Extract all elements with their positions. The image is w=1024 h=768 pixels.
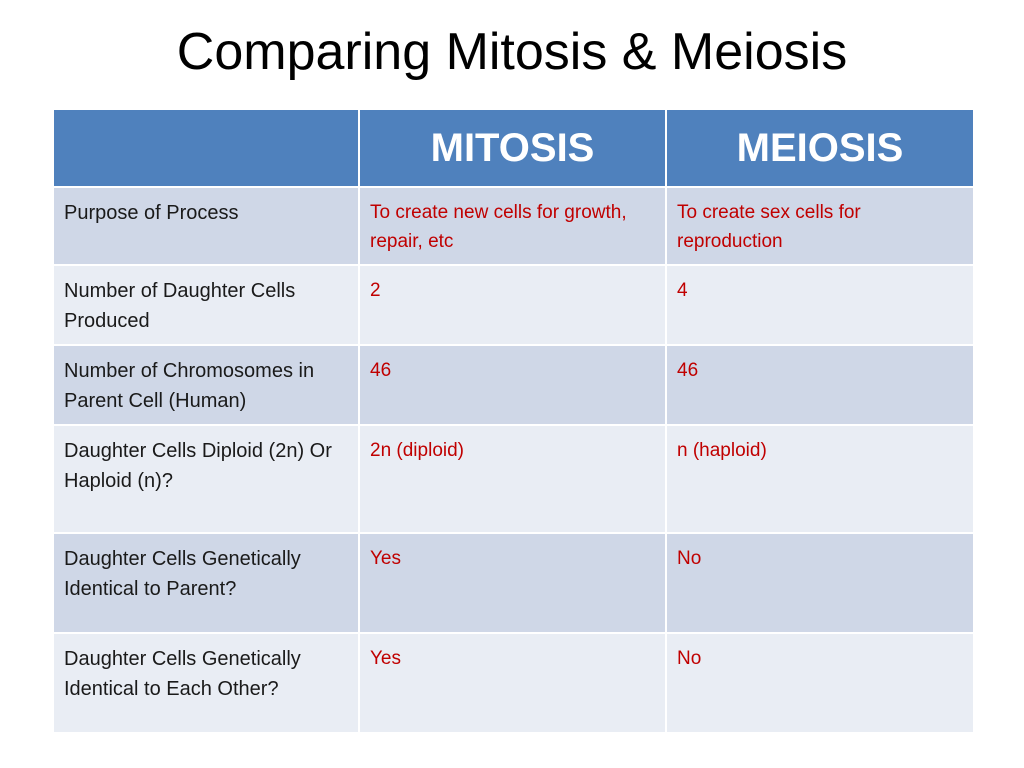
table-header-row: MITOSIS MEIOSIS xyxy=(52,108,975,188)
mitosis-value: To create new cells for growth, repair, … xyxy=(370,202,627,252)
row-label: Daughter Cells Genetically Identical to … xyxy=(64,548,301,600)
meiosis-cell: No xyxy=(665,632,975,734)
table-row: Number of Chromosomes in Parent Cell (Hu… xyxy=(52,344,975,426)
header-meiosis: MEIOSIS xyxy=(665,108,975,188)
mitosis-cell: Yes xyxy=(358,532,667,634)
header-mitosis: MITOSIS xyxy=(358,108,667,188)
row-label: Daughter Cells Diploid (2n) Or Haploid (… xyxy=(64,440,332,492)
mitosis-cell: 46 xyxy=(358,344,667,426)
row-label-cell: Daughter Cells Genetically Identical to … xyxy=(52,632,360,734)
mitosis-cell: Yes xyxy=(358,632,667,734)
table-row: Purpose of Process To create new cells f… xyxy=(52,186,975,266)
row-label: Purpose of Process xyxy=(64,202,239,224)
row-label: Number of Chromosomes in Parent Cell (Hu… xyxy=(64,360,315,412)
meiosis-value: n (haploid) xyxy=(677,440,767,461)
table-row: Daughter Cells Genetically Identical to … xyxy=(52,532,975,634)
header-corner-cell xyxy=(52,108,360,188)
meiosis-value: 4 xyxy=(677,280,688,301)
row-label-cell: Purpose of Process xyxy=(52,186,360,266)
row-label-cell: Daughter Cells Genetically Identical to … xyxy=(52,532,360,634)
table-row: Number of Daughter Cells Produced 2 4 xyxy=(52,264,975,346)
mitosis-value: Yes xyxy=(370,548,401,569)
meiosis-cell: n (haploid) xyxy=(665,424,975,534)
mitosis-value: 46 xyxy=(370,360,392,381)
row-label: Daughter Cells Genetically Identical to … xyxy=(64,648,301,700)
row-label-cell: Number of Chromosomes in Parent Cell (Hu… xyxy=(52,344,360,426)
row-label-cell: Number of Daughter Cells Produced xyxy=(52,264,360,346)
meiosis-value: No xyxy=(677,548,702,569)
table-row: Daughter Cells Genetically Identical to … xyxy=(52,632,975,734)
meiosis-cell: No xyxy=(665,532,975,634)
meiosis-value: To create sex cells for reproduction xyxy=(677,202,861,252)
meiosis-cell: 4 xyxy=(665,264,975,346)
meiosis-value: No xyxy=(677,648,702,669)
mitosis-cell: 2 xyxy=(358,264,667,346)
meiosis-value: 46 xyxy=(677,360,699,381)
meiosis-cell: To create sex cells for reproduction xyxy=(665,186,975,266)
page-title: Comparing Mitosis & Meiosis xyxy=(176,23,848,81)
comparison-table: MITOSIS MEIOSIS Purpose of Process To cr… xyxy=(52,108,975,734)
mitosis-cell: To create new cells for growth, repair, … xyxy=(358,186,667,266)
mitosis-value: 2 xyxy=(370,280,381,301)
mitosis-cell: 2n (diploid) xyxy=(358,424,667,534)
row-label: Number of Daughter Cells Produced xyxy=(64,280,296,332)
mitosis-value: Yes xyxy=(370,648,401,669)
table-row: Daughter Cells Diploid (2n) Or Haploid (… xyxy=(52,424,975,534)
mitosis-value: 2n (diploid) xyxy=(370,440,464,461)
meiosis-cell: 46 xyxy=(665,344,975,426)
row-label-cell: Daughter Cells Diploid (2n) Or Haploid (… xyxy=(52,424,360,534)
